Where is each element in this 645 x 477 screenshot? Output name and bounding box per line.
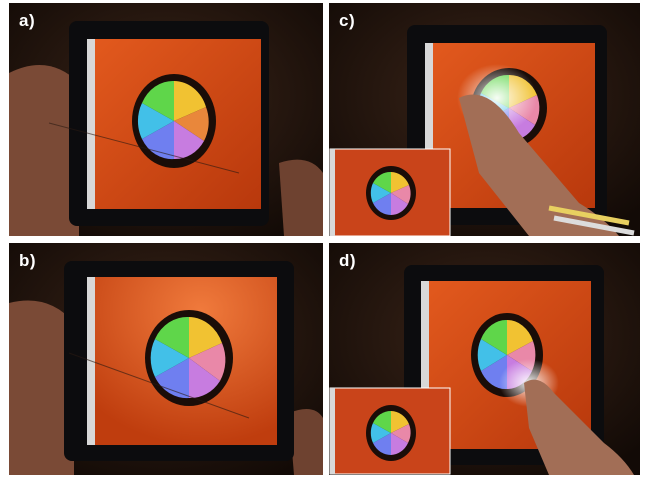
panel-a-photo bbox=[9, 3, 323, 236]
finger-touch-icon bbox=[459, 94, 619, 236]
panel-b-photo bbox=[9, 243, 323, 475]
panel-c-photo bbox=[329, 3, 640, 236]
left-hand-icon bbox=[9, 300, 74, 475]
panel-a: a) bbox=[9, 3, 323, 236]
panel-c: c) bbox=[329, 3, 640, 236]
panel-d-photo bbox=[329, 243, 640, 475]
left-hand-icon bbox=[9, 65, 79, 236]
sidebar-strip bbox=[421, 281, 429, 449]
panel-c-label: c) bbox=[339, 11, 356, 30]
sidebar-strip bbox=[87, 39, 95, 209]
inset-thumbnail bbox=[329, 148, 451, 236]
color-wheel bbox=[145, 310, 233, 406]
finger-touch-icon bbox=[524, 379, 634, 475]
color-wheel bbox=[132, 74, 216, 168]
inset-thumbnail bbox=[329, 387, 451, 475]
panel-b: b) bbox=[9, 243, 323, 475]
panel-d-label: d) bbox=[339, 251, 357, 270]
panel-a-label: a) bbox=[19, 11, 36, 30]
right-hand-icon bbox=[279, 159, 323, 236]
panel-d: d) bbox=[329, 243, 640, 475]
panel-b-label: b) bbox=[19, 251, 37, 270]
right-hand-icon bbox=[289, 409, 323, 475]
sidebar-strip bbox=[425, 43, 433, 208]
